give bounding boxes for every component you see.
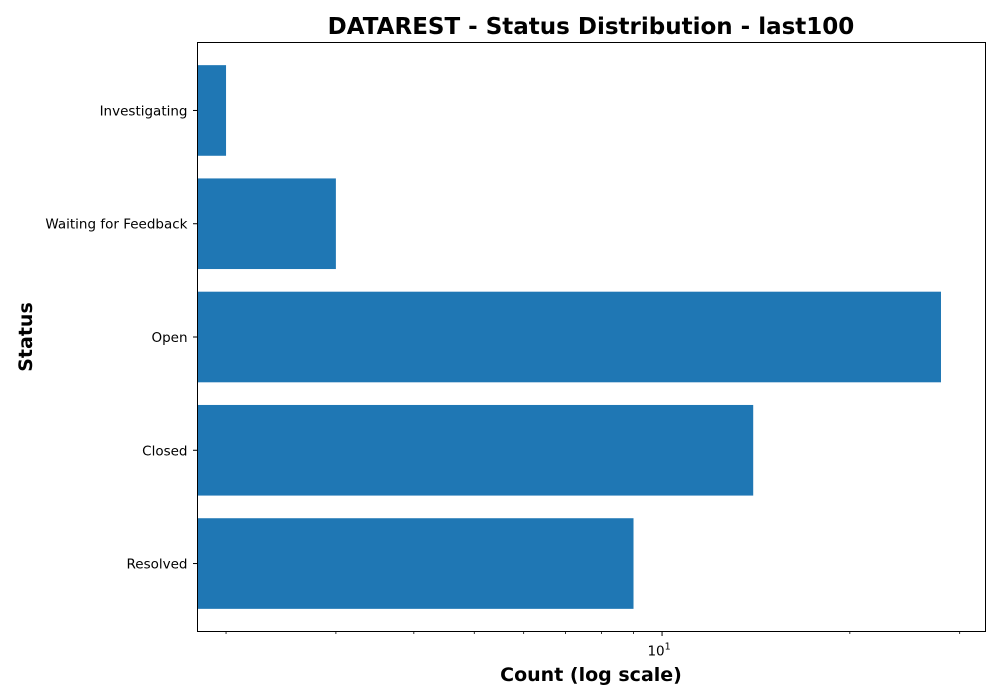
y-axis-ticks: Resolved Closed Open Waiting for Feedback In… [45,103,197,572]
bar-investigating [198,65,227,156]
bar-waiting-for-feedback [198,178,336,269]
bar-resolved [198,518,634,609]
bars-group [198,65,941,609]
chart-title: DATAREST - Status Distribution - last100 [328,14,855,40]
y-tick-label-waiting-for-feedback: Waiting for Feedback [45,217,187,233]
y-tick-label-resolved: Resolved [127,557,188,573]
y-tick-label-investigating: Investigating [100,103,188,119]
x-axis-label: Count (log scale) [500,664,682,686]
x-tick-label: 101 [647,642,670,660]
y-axis-label: Status [15,302,37,372]
y-tick-label-open: Open [151,330,187,346]
y-tick-label-closed: Closed [142,443,187,459]
bar-closed [198,405,754,496]
x-axis-ticks: 101 [226,632,960,660]
bar-open [198,292,941,383]
